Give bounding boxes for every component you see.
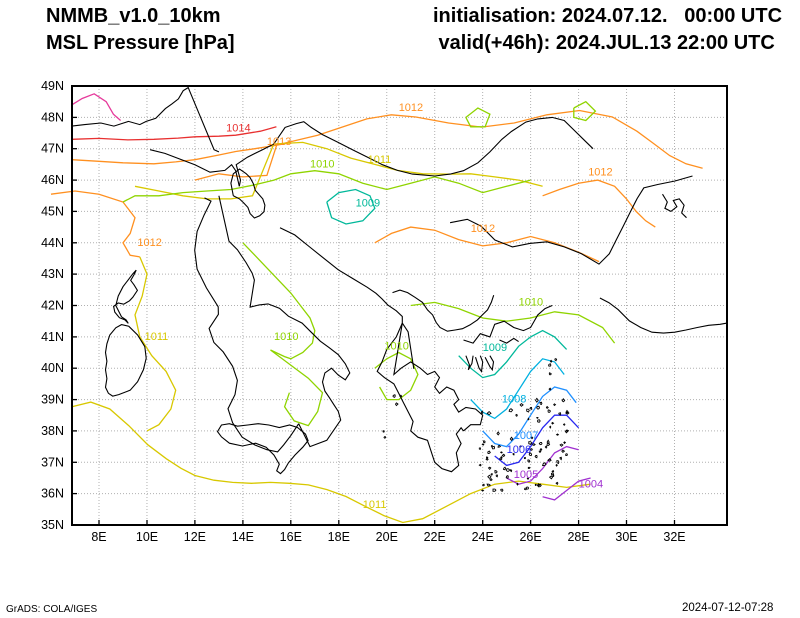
svg-text:1008: 1008 <box>502 394 526 406</box>
svg-text:1009: 1009 <box>483 342 507 354</box>
svg-text:1012: 1012 <box>588 166 612 178</box>
svg-text:8E: 8E <box>91 530 106 544</box>
svg-text:1011: 1011 <box>363 499 387 511</box>
svg-text:1007: 1007 <box>514 430 538 442</box>
svg-text:1006: 1006 <box>507 444 531 456</box>
svg-text:1011: 1011 <box>145 331 169 343</box>
svg-text:22E: 22E <box>424 530 446 544</box>
svg-text:12E: 12E <box>184 530 206 544</box>
svg-text:1012: 1012 <box>471 223 495 235</box>
svg-text:47N: 47N <box>41 142 64 156</box>
svg-text:46N: 46N <box>41 173 64 187</box>
svg-text:1011: 1011 <box>368 154 392 166</box>
svg-text:35N: 35N <box>41 518 64 532</box>
svg-text:36N: 36N <box>41 487 64 501</box>
svg-text:40N: 40N <box>41 361 64 375</box>
svg-text:1009: 1009 <box>356 198 380 210</box>
svg-text:48N: 48N <box>41 110 64 124</box>
svg-text:18E: 18E <box>328 530 350 544</box>
svg-text:26E: 26E <box>519 530 541 544</box>
svg-text:44N: 44N <box>41 236 64 250</box>
svg-text:1013: 1013 <box>267 136 291 148</box>
svg-text:16E: 16E <box>280 530 302 544</box>
svg-text:38N: 38N <box>41 424 64 438</box>
svg-text:43N: 43N <box>41 267 64 281</box>
svg-text:24E: 24E <box>472 530 494 544</box>
svg-text:39N: 39N <box>41 393 64 407</box>
svg-text:42N: 42N <box>41 299 64 313</box>
svg-text:1014: 1014 <box>226 123 250 135</box>
svg-text:41N: 41N <box>41 330 64 344</box>
svg-text:1010: 1010 <box>519 297 543 309</box>
svg-text:1012: 1012 <box>137 237 161 249</box>
svg-text:49N: 49N <box>41 79 64 93</box>
svg-text:1012: 1012 <box>399 102 423 114</box>
svg-text:37N: 37N <box>41 455 64 469</box>
svg-text:10E: 10E <box>136 530 158 544</box>
svg-text:1005: 1005 <box>514 469 538 481</box>
svg-text:45N: 45N <box>41 204 64 218</box>
svg-text:1010: 1010 <box>274 331 298 343</box>
svg-text:1010: 1010 <box>310 159 334 171</box>
svg-text:30E: 30E <box>615 530 637 544</box>
svg-text:20E: 20E <box>376 530 398 544</box>
svg-text:1004: 1004 <box>579 478 603 490</box>
svg-text:1010: 1010 <box>384 340 408 352</box>
svg-text:32E: 32E <box>663 530 685 544</box>
svg-text:28E: 28E <box>567 530 589 544</box>
svg-text:14E: 14E <box>232 530 254 544</box>
